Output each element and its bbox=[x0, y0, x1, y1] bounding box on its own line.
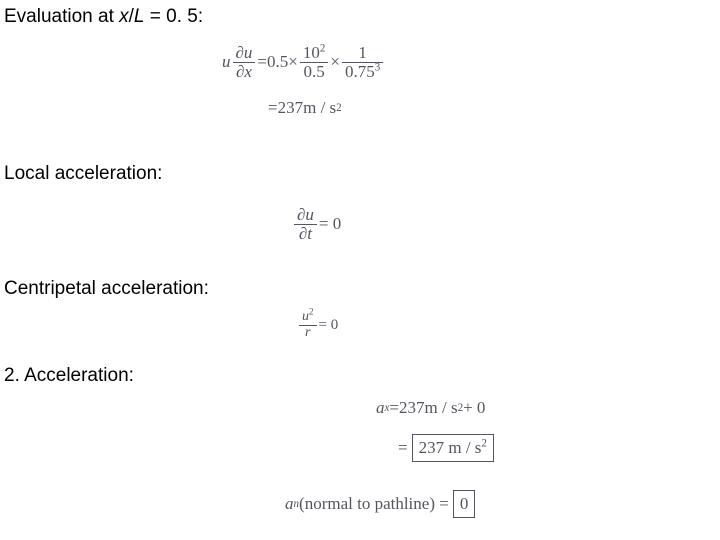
exp: 2 bbox=[481, 437, 487, 449]
unit: m / s bbox=[303, 98, 336, 118]
base: 0.75 bbox=[345, 62, 375, 81]
fraction-dudt: ∂u ∂t bbox=[294, 206, 317, 243]
var-t: t bbox=[307, 224, 312, 243]
paren-text: (normal to pathline) = bbox=[299, 494, 449, 514]
boxed-result: 237 m / s2 bbox=[412, 434, 494, 462]
var-r: r bbox=[305, 325, 310, 340]
text: Centripetal acceleration: bbox=[4, 278, 209, 299]
num: 1 bbox=[342, 44, 383, 62]
fraction-dudx: ∂u ∂x bbox=[233, 44, 256, 81]
base: 10 bbox=[303, 43, 320, 62]
equation-local-accel: ∂u ∂t = 0 bbox=[292, 206, 341, 243]
equals: = bbox=[268, 98, 278, 118]
heading-acceleration: 2. Acceleration: bbox=[4, 365, 134, 387]
value: 237 bbox=[399, 398, 425, 418]
const: 0.5 bbox=[267, 52, 288, 72]
var-x: x bbox=[119, 6, 129, 27]
times: × bbox=[330, 52, 340, 72]
equation-ax: ax = 237 m / s2 + 0 bbox=[376, 398, 485, 418]
var-a: a bbox=[285, 494, 294, 514]
var-x: x bbox=[244, 62, 252, 81]
heading-evaluation: Evaluation at x/L = 0. 5: bbox=[4, 6, 203, 28]
var-L: L bbox=[134, 6, 145, 27]
equation-an: an (normal to pathline) = 0 bbox=[285, 490, 475, 518]
var-u: u bbox=[305, 205, 314, 224]
boxed-zero: 0 bbox=[453, 490, 476, 518]
var-a: a bbox=[376, 398, 385, 418]
exp: 2 bbox=[309, 306, 314, 316]
fraction-10sq-over-0p5: 102 0.5 bbox=[300, 44, 329, 81]
heading-centripetal-accel: Centripetal acceleration: bbox=[4, 278, 209, 300]
plus-zero: + 0 bbox=[463, 398, 485, 418]
value: 237 bbox=[278, 98, 304, 118]
equals: = bbox=[398, 438, 408, 458]
fraction-u2-over-r: u2 r bbox=[299, 310, 317, 340]
var-u: u bbox=[302, 309, 309, 324]
times: × bbox=[288, 52, 298, 72]
unit: m / s bbox=[425, 398, 458, 418]
var-u: u bbox=[222, 52, 231, 72]
text: Evaluation at bbox=[4, 6, 119, 27]
equation-centripetal: u2 r = 0 bbox=[297, 310, 338, 340]
fraction-1-over-0p75cubed: 1 0.753 bbox=[342, 44, 383, 81]
rhs: = 0 bbox=[319, 214, 341, 234]
den: 0.5 bbox=[300, 62, 329, 81]
value: 237 bbox=[419, 438, 445, 457]
unit: m / s bbox=[448, 438, 481, 457]
text: = 0. 5: bbox=[145, 6, 204, 27]
equation-ax-result: = 237 m / s2 bbox=[398, 434, 494, 462]
partial: ∂ bbox=[236, 43, 244, 62]
text: Local acceleration: bbox=[4, 163, 162, 184]
equals: = bbox=[257, 52, 267, 72]
zero: 0 bbox=[460, 494, 469, 513]
page: Evaluation at x/L = 0. 5: u ∂u ∂x = 0.5 … bbox=[0, 0, 720, 540]
equation-convective-result: = 237 m / s2 bbox=[268, 98, 342, 118]
text: 2. Acceleration: bbox=[4, 365, 134, 386]
exp: 2 bbox=[320, 42, 326, 54]
equation-convective-accel: u ∂u ∂x = 0.5 × 102 0.5 × 1 0.753 bbox=[222, 44, 385, 81]
heading-local-accel: Local acceleration: bbox=[4, 163, 162, 185]
var-u: u bbox=[244, 43, 253, 62]
exp: 3 bbox=[375, 61, 381, 73]
equals: = bbox=[389, 398, 399, 418]
rhs: = 0 bbox=[319, 317, 339, 334]
